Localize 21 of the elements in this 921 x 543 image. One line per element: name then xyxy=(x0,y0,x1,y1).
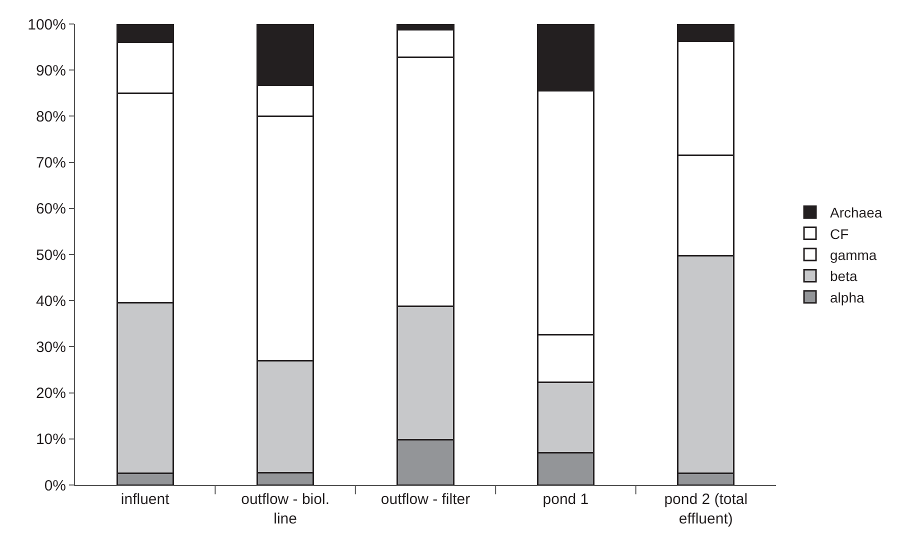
y-tick-label: 30% xyxy=(36,338,66,356)
x-tick-label: influent xyxy=(120,491,170,508)
y-tick-label: 90% xyxy=(36,62,66,80)
legend-label: Archaea xyxy=(830,204,882,221)
y-tick-label: 80% xyxy=(36,108,66,126)
legend-label: beta xyxy=(830,268,858,284)
legend-label: alpha xyxy=(830,289,864,306)
y-tick-label: 10% xyxy=(36,431,66,448)
x-tick-label: outflow - biol. line xyxy=(241,491,330,528)
x-tick-label: outflow - filter xyxy=(380,491,470,508)
legend-label: CF xyxy=(830,226,849,242)
y-tick-label: 40% xyxy=(36,292,66,310)
y-tick-label: 100% xyxy=(28,16,66,34)
y-tick-label: 20% xyxy=(36,385,66,402)
y-tick-label: 50% xyxy=(36,246,66,264)
y-tick-label: 0% xyxy=(44,477,66,494)
x-tick-label: pond 2 (total effluent) xyxy=(664,491,748,528)
y-tick-label: 70% xyxy=(36,154,66,172)
legend-label: gamma xyxy=(830,246,877,263)
y-tick-label: 60% xyxy=(36,200,66,218)
x-tick-label: pond 1 xyxy=(542,491,589,508)
